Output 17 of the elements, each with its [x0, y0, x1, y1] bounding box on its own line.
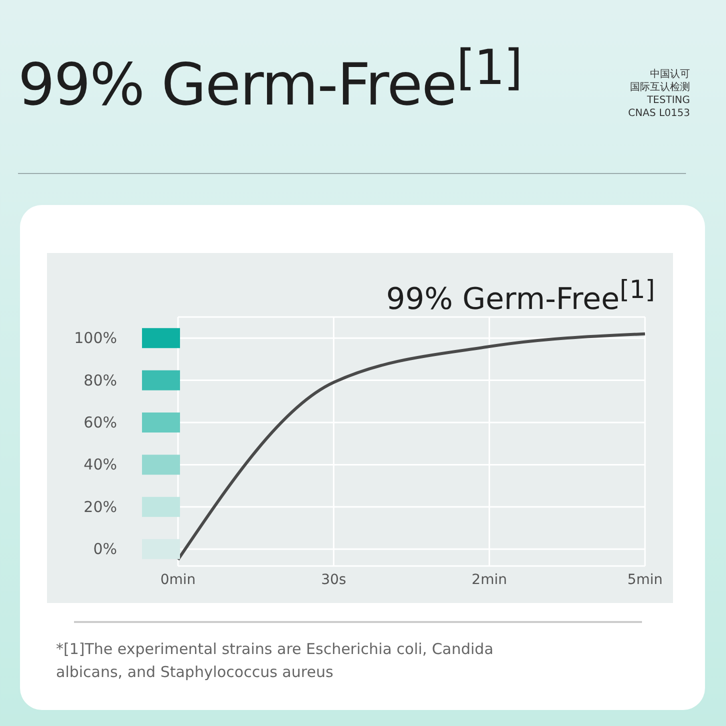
x-tick-label: 5min — [627, 572, 663, 588]
text: 中国认可 — [649, 68, 690, 81]
y-tick-label: 100% — [74, 329, 117, 348]
y-tick-label: 80% — [84, 371, 117, 390]
x-tick-label: 0min — [160, 572, 196, 588]
text: 国际互认检测 — [629, 81, 690, 94]
text: CNAS L0153 — [628, 107, 690, 120]
x-tick-label: 2min — [472, 572, 507, 588]
y-tick-label: 20% — [84, 498, 117, 516]
text: TESTING — [646, 94, 690, 107]
y-tick-label: 60% — [84, 414, 117, 432]
chart-title: 99% Germ-Free$^{[1]}$ — [18, 40, 522, 118]
text: *[1]The experimental strains are Escherichia coli, Candida albicans, and Staphylococcus aureus — [56, 639, 494, 683]
y-tick-label: 40% — [84, 456, 117, 474]
x-tick-label: 30s — [321, 572, 346, 588]
y-tick-label: 0% — [93, 540, 117, 558]
annotation: 99% Germ-Free$^{[1]}$ — [386, 275, 655, 317]
